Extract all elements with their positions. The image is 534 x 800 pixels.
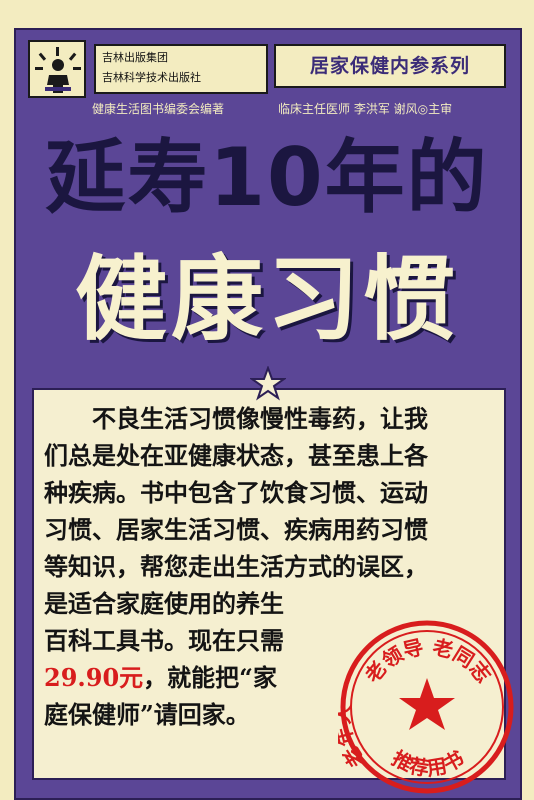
series-logo xyxy=(28,40,86,98)
blurb-line: 庭保健师”请回家。 xyxy=(44,700,250,729)
publisher-press: 吉林科学技术出版社 xyxy=(102,71,201,84)
svg-text:老领导 老同志: 老领导 老同志 xyxy=(360,635,496,688)
reading-figure-icon xyxy=(35,47,81,93)
blurb-line-rest: ，就能把“家 xyxy=(143,663,277,692)
stamp-left-text: 老年人 xyxy=(338,703,369,772)
blurb-line: 们总是处在亚健康状态，甚至患上各 xyxy=(44,441,428,470)
book-title-line2: 健康习惯 xyxy=(74,246,459,353)
svg-text:老年人: 老年人 xyxy=(338,703,369,772)
blurb-line: 不良生活习惯像慢性毒药，让我 xyxy=(92,404,428,433)
star-icon xyxy=(250,366,286,401)
series-title: 居家保健内参系列 xyxy=(274,44,506,88)
price-text: 29.90元 xyxy=(44,663,144,692)
blurb-line: 百科工具书。现在只需 xyxy=(44,626,284,655)
red-star-icon xyxy=(399,678,455,730)
publisher-box: 吉林出版集团 吉林科学技术出版社 xyxy=(94,44,268,94)
header-strip: 吉林出版集团 吉林科学技术出版社 居家保健内参系列 健康生活图书编委会编著 临床… xyxy=(28,40,508,124)
stamp-bottom-text: 推荐用书 xyxy=(388,746,468,781)
stamp-top-text: 老领导 老同志 xyxy=(360,635,496,688)
recommendation-stamp: 老领导 老同志 老年人 推荐用书 xyxy=(338,620,514,794)
blurb-line: 种疾病。书中包含了饮食习惯、运动 xyxy=(44,478,428,507)
blurb-line: 习惯、居家生活习惯、疾病用药习惯 xyxy=(44,515,428,544)
editor-credit: 健康生活图书编委会编著 xyxy=(92,102,225,116)
blurb-line: 等知识，帮您走出生活方式的误区， xyxy=(44,552,428,581)
blurb-line: 29.90元，就能把“家 xyxy=(44,659,496,696)
chief-editors: 临床主任医师 李洪军 谢风◎主审 xyxy=(278,102,453,116)
blurb-line: 是适合家庭使用的养生 xyxy=(44,589,284,618)
svg-text:推荐用书: 推荐用书 xyxy=(388,746,468,781)
publisher-group: 吉林出版集团 xyxy=(102,51,168,64)
blurb-text: 不良生活习惯像慢性毒药，让我 们总是处在亚健康状态，甚至患上各 种疾病。书中包含… xyxy=(44,400,496,733)
book-title-line1: 延寿10年的 xyxy=(45,131,489,224)
